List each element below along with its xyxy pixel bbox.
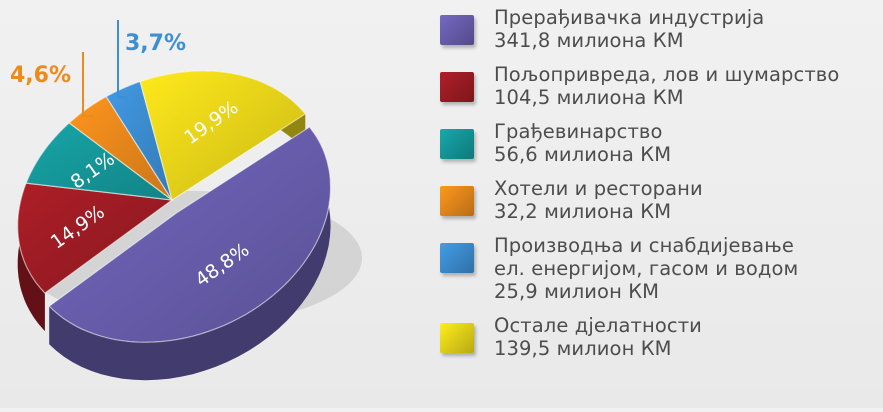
legend-swatch: [440, 72, 474, 102]
legend-swatch: [440, 243, 474, 273]
legend-value: 139,5 милион КМ: [494, 337, 672, 360]
legend-value: 341,8 милиона КМ: [494, 29, 684, 52]
legend-label: Остале дјелатности: [494, 314, 702, 337]
legend-item: Пољопривреда, лов и шумарство 104,5 милио…: [440, 63, 880, 109]
legend-swatch: [440, 15, 474, 45]
legend-value: 32,2 милиона КМ: [494, 200, 672, 223]
pie-slice: [48, 126, 332, 343]
legend-value: 25,9 милион КМ: [494, 280, 660, 303]
legend-label: Хотели и ресторани: [494, 177, 703, 200]
legend: Прерађивачка индустрија 341,8 милиона КМ П…: [440, 6, 880, 371]
legend-label: Грађевинарство: [494, 120, 663, 143]
callout-percent-label: 4,6%: [10, 63, 71, 88]
legend-item: Хотели и ресторани 32,2 милиона КМ: [440, 177, 880, 223]
legend-item: Производња и снабдијевање ел. енергијом, …: [440, 234, 880, 303]
legend-item: Прерађивачка индустрија 341,8 милиона КМ: [440, 6, 880, 52]
legend-label: Производња и снабдијевање: [494, 234, 794, 257]
pie-slice-side: [49, 127, 331, 381]
legend-swatch: [440, 186, 474, 216]
pie-slice: [139, 70, 307, 201]
pie-slice: [25, 122, 175, 201]
legend-label: Пољопривреда, лов и шумарство: [494, 63, 840, 86]
callout-percent-label: 3,7%: [125, 31, 186, 56]
pie-slice: [68, 95, 173, 201]
pie-slice: [105, 80, 173, 201]
legend-label: ел. енергијом, гасом и водом: [494, 257, 799, 280]
legend-label: Прерађивачка индустрија: [494, 6, 765, 29]
legend-value: 56,6 милиона КМ: [494, 143, 672, 166]
legend-item: Остале дјелатности 139,5 милион КМ: [440, 314, 880, 360]
legend-swatch: [440, 323, 474, 353]
pie-slice: [17, 182, 174, 294]
legend-value: 104,5 милиона КМ: [494, 86, 684, 109]
legend-item: Грађевинарство 56,6 милиона КМ: [440, 120, 880, 166]
legend-swatch: [440, 129, 474, 159]
